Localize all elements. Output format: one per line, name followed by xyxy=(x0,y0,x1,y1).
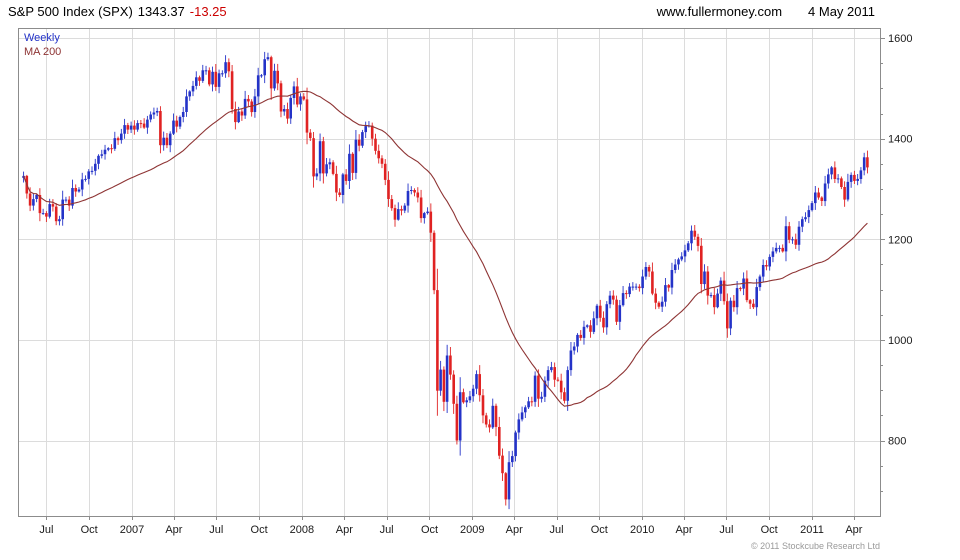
copyright-text: © 2011 Stockcube Research Ltd xyxy=(750,541,880,551)
legend-weekly: Weekly xyxy=(24,32,60,44)
x-axis-label: 2008 xyxy=(290,524,314,536)
x-axis-label: Apr xyxy=(336,524,353,536)
axis-labels: 800 1000 1200 1400 1600 Jul Oct 2007 Apr Jul Oct 20… xyxy=(39,33,912,536)
candlesticks xyxy=(22,51,869,510)
header-right: www.fullermoney.com 4 May 2011 xyxy=(657,4,875,19)
x-axis-label: Jul xyxy=(549,524,563,536)
site-url: www.fullermoney.com xyxy=(656,4,783,19)
y-axis-label: 1600 xyxy=(888,33,912,45)
x-axis-label: Apr xyxy=(506,524,523,536)
x-axis-label: Apr xyxy=(845,524,862,536)
x-axis-label: 2011 xyxy=(800,524,824,536)
x-axis-label: Jul xyxy=(380,524,394,536)
chart-legend: Weekly MA 200 xyxy=(24,31,61,59)
plot-border xyxy=(18,28,881,517)
y-axis-label: 1400 xyxy=(888,134,912,146)
x-axis-label: Apr xyxy=(675,524,692,536)
x-axis-label: Jul xyxy=(39,524,53,536)
grid-lines xyxy=(18,28,880,516)
x-axis-label: 2009 xyxy=(460,524,484,536)
ma-line xyxy=(23,90,868,407)
x-axis-label: Oct xyxy=(761,524,778,536)
x-axis-label: Oct xyxy=(81,524,98,536)
last-price: 1343.37 xyxy=(137,4,185,19)
x-axis-label: 2007 xyxy=(120,524,144,536)
price-change: -13.25 xyxy=(189,4,227,19)
x-axis-label: Oct xyxy=(591,524,608,536)
legend-ma200: MA 200 xyxy=(24,46,62,58)
y-axis-label: 800 xyxy=(888,436,906,448)
x-axis-label: Jul xyxy=(209,524,223,536)
x-axis-label: Jul xyxy=(719,524,733,536)
y-axis-label: 1000 xyxy=(888,335,912,347)
x-axis-label: 2010 xyxy=(630,524,654,536)
chart-header: S&P 500 Index (SPX) 1343.37 -13.25 xyxy=(8,4,227,19)
y-axis-label: 1200 xyxy=(888,234,912,246)
chart-title: S&P 500 Index (SPX) xyxy=(8,4,133,19)
x-axis-label: Apr xyxy=(165,524,182,536)
x-axis-label: Oct xyxy=(421,524,438,536)
chart-date: 4 May 2011 xyxy=(808,4,875,19)
x-axis-label: Oct xyxy=(251,524,268,536)
